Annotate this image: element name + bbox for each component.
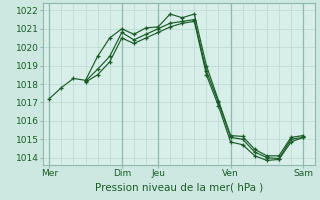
X-axis label: Pression niveau de la mer( hPa ): Pression niveau de la mer( hPa ) — [95, 182, 263, 192]
